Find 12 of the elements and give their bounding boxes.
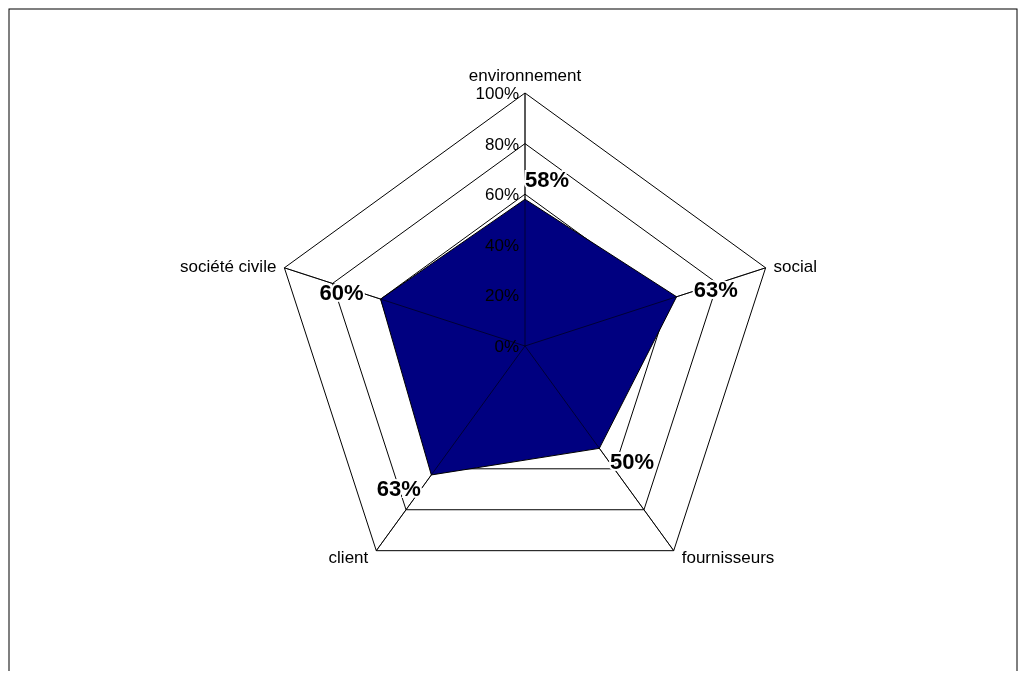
y-tick-label: 80% [484, 134, 519, 154]
y-tick-label: 100% [475, 84, 519, 103]
spoke-label: société civile [180, 256, 277, 276]
y-tick-label: 60% [484, 185, 519, 205]
spoke-label: environnement [468, 66, 582, 85]
y-tick-label: 0% [494, 337, 519, 356]
text: 58% [525, 167, 570, 193]
spoke-label: fournisseurs [681, 547, 775, 567]
y-tick-label: 20% [484, 286, 519, 306]
spoke-label: client [328, 547, 369, 567]
spoke-label: social [773, 256, 818, 276]
y-tick-label: 40% [484, 235, 519, 255]
